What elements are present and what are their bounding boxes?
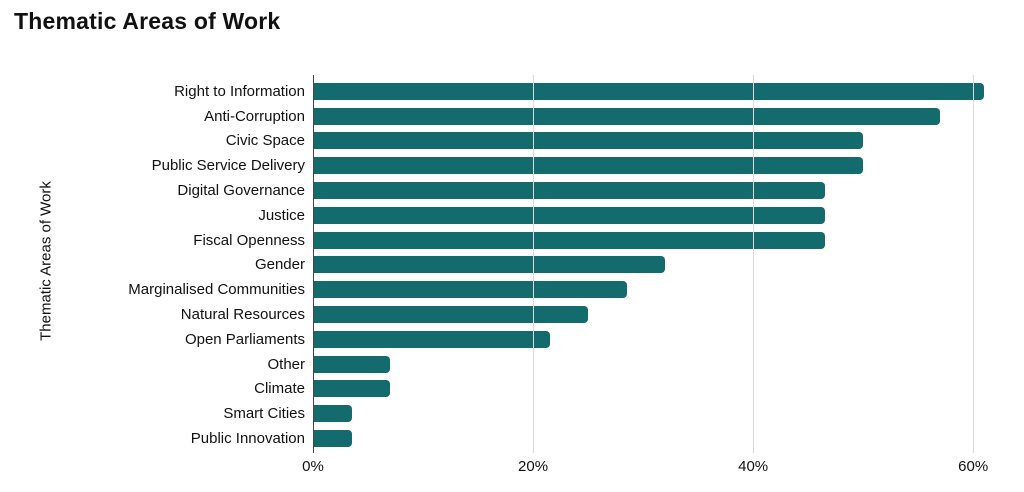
x-axis-zero-line (313, 75, 314, 453)
bar-row: Marginalised Communities (0, 277, 1015, 302)
bar-track (313, 82, 1015, 100)
chart-title: Thematic Areas of Work (14, 8, 281, 34)
category-label: Digital Governance (177, 182, 305, 200)
bar (313, 430, 352, 448)
bar-track (313, 380, 1015, 398)
bar-row: Civic Space (0, 129, 1015, 154)
bar (313, 132, 864, 150)
category-label: Climate (254, 380, 305, 398)
bar-track (313, 107, 1015, 125)
bar-row: Justice (0, 203, 1015, 228)
category-label: Justice (258, 206, 305, 224)
bar-track (313, 405, 1015, 423)
bar-row: Public Service Delivery (0, 153, 1015, 178)
bar-track (313, 306, 1015, 324)
bar-row: Public Innovation (0, 426, 1015, 451)
category-label: Right to Information (174, 82, 305, 100)
category-label: Smart Cities (223, 405, 305, 423)
bar-track (313, 132, 1015, 150)
category-label: Gender (254, 256, 305, 274)
gridline (973, 75, 975, 453)
bar (313, 157, 864, 175)
bar-rows: Right to Information Anti-Corruption Civic… (0, 79, 1015, 451)
category-label: Marginalised Communities (128, 281, 305, 299)
bar-row: Other (0, 352, 1015, 377)
gridline (753, 75, 755, 453)
x-tick-label: 0% (302, 458, 324, 475)
bar-row: Smart Cities (0, 401, 1015, 426)
bar-track (313, 430, 1015, 448)
bar (313, 281, 627, 299)
bar (313, 405, 352, 423)
category-label: Natural Resources (180, 306, 305, 324)
bar (313, 355, 391, 373)
bar-row: Digital Governance (0, 178, 1015, 203)
category-label: Anti-Corruption (204, 107, 305, 125)
bar-track (313, 231, 1015, 249)
category-label: Public Service Delivery (151, 157, 305, 175)
category-label: Open Parliaments (184, 330, 305, 348)
gridline (533, 75, 535, 453)
category-label: Other (267, 355, 305, 373)
bar-track (313, 157, 1015, 175)
bar-row: Right to Information (0, 79, 1015, 104)
bar (313, 206, 825, 224)
bar-row: Natural Resources (0, 302, 1015, 327)
bar (313, 231, 825, 249)
x-tick-label: 40% (738, 458, 769, 475)
bar-row: Fiscal Openness (0, 228, 1015, 253)
bar (313, 256, 666, 274)
bar-row: Gender (0, 253, 1015, 278)
bar (313, 182, 825, 200)
bar (313, 82, 985, 100)
bar-track (313, 206, 1015, 224)
category-label: Civic Space (225, 132, 305, 150)
category-label: Public Innovation (190, 430, 305, 448)
bar-track (313, 355, 1015, 373)
bar-track (313, 182, 1015, 200)
bar (313, 306, 589, 324)
x-tick-label: 20% (518, 458, 549, 475)
bar-row: Climate (0, 377, 1015, 402)
bar-track (313, 281, 1015, 299)
category-label: Fiscal Openness (193, 231, 305, 249)
bar (313, 330, 550, 348)
bar-track (313, 330, 1015, 348)
x-tick-label: 60% (958, 458, 989, 475)
bar (313, 380, 391, 398)
bar-track (313, 256, 1015, 274)
bar (313, 107, 941, 125)
bar-row: Open Parliaments (0, 327, 1015, 352)
bar-row: Anti-Corruption (0, 104, 1015, 129)
